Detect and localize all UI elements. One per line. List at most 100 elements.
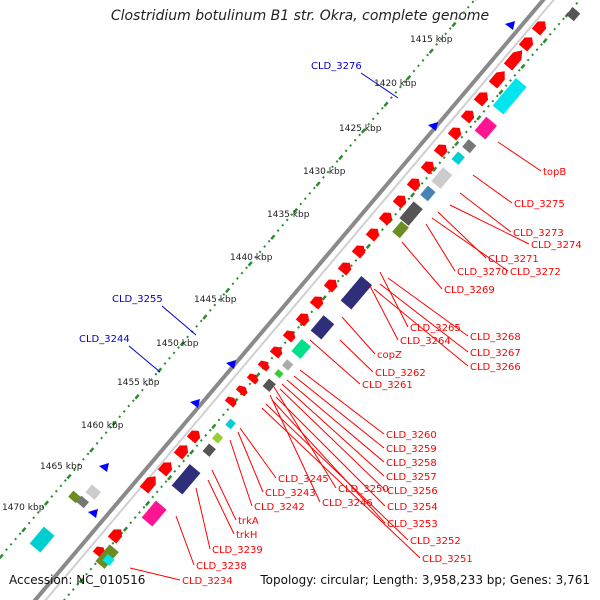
outer-tick-dot — [448, 27, 452, 30]
inner-tick-dot — [557, 22, 561, 26]
gene-label: CLD_3246 — [322, 498, 373, 509]
outer-tick-dot — [9, 542, 13, 546]
inner-tick-dot — [562, 17, 565, 21]
outer-tick-dot — [18, 532, 22, 536]
inner-tick-dot — [142, 505, 146, 509]
outer-tick-dot — [303, 197, 307, 201]
gene-label: copZ — [377, 350, 402, 361]
inner-tick-dot — [438, 161, 442, 165]
outer-tick-dot — [240, 271, 244, 275]
label-leader-line — [207, 479, 235, 535]
inner-tick-dot — [487, 104, 490, 108]
inner-tick-dot — [160, 485, 163, 489]
scale-label: 1460 kbp — [81, 421, 124, 431]
inner-tick-dot — [208, 428, 212, 432]
inner-tick-dot — [354, 259, 358, 262]
inner-tick-dot — [409, 192, 416, 198]
gene-label: CLD_3258 — [386, 458, 437, 469]
outer-tick-dot — [177, 346, 180, 349]
inner-tick-dot — [526, 58, 530, 62]
outer-tick-dot — [326, 170, 330, 174]
gene-block — [431, 167, 453, 189]
forward-gene-arrow — [473, 92, 489, 107]
gene-label: CLD_3262 — [375, 368, 426, 379]
gene-label: CLD_3266 — [470, 362, 521, 373]
inner-tick-dot — [407, 197, 411, 201]
reverse-gene-arrow — [190, 399, 200, 408]
gene-label: CLD_3261 — [362, 380, 413, 391]
scale-label: 1435 kbp — [267, 210, 310, 220]
label-leader-line — [379, 283, 469, 353]
forward-gene-arrow — [447, 127, 462, 141]
outer-tick-dot — [466, 5, 470, 9]
label-leader-line — [237, 431, 264, 493]
inner-tick-dot — [469, 125, 473, 129]
outer-tick-dot — [86, 452, 90, 456]
outer-tick-dot — [131, 399, 135, 403]
inner-tick-dot — [199, 439, 203, 442]
forward-gene-arrow — [295, 313, 310, 327]
inner-tick-dot — [548, 32, 552, 36]
outer-tick-dot — [270, 234, 276, 240]
gene-label: CLD_3275 — [514, 199, 565, 210]
inner-tick-dot — [138, 511, 141, 514]
label-leader-line — [299, 369, 385, 435]
label-leader-line — [341, 316, 376, 355]
inner-tick-dot — [173, 469, 177, 473]
inner-tick-dot — [540, 43, 543, 46]
outer-tick-dot — [63, 479, 67, 482]
outer-tick-dot — [36, 511, 40, 514]
label-leader-line — [129, 567, 181, 581]
scale-label: 1420 kbp — [374, 79, 417, 89]
label-leader-line — [279, 388, 386, 491]
outer-tick-dot — [127, 404, 131, 408]
label-leader-line — [379, 271, 409, 328]
forward-gene-arrow — [186, 430, 201, 444]
inner-tick-dot — [504, 84, 508, 88]
gene-block — [202, 443, 216, 457]
inner-tick-dot — [381, 228, 384, 232]
outer-tick-dot — [140, 388, 144, 392]
gene-label: CLD_3256 — [387, 486, 438, 497]
forward-gene-arrow — [433, 144, 448, 158]
gene-label: CLD_3267 — [470, 348, 521, 359]
outer-tick-dot — [263, 245, 266, 248]
forward-gene-arrow — [503, 50, 523, 71]
gene-label: CLD_3239 — [212, 545, 263, 556]
outer-tick-dot — [82, 457, 85, 461]
outer-tick-dot — [457, 16, 461, 20]
forward-gene-arrow — [224, 396, 237, 408]
label-leader-line — [239, 427, 277, 479]
gene-block — [211, 432, 224, 444]
gene-block — [68, 490, 81, 504]
outer-tick-dot — [225, 287, 231, 294]
outer-tick-dot — [315, 181, 321, 187]
outer-tick-dot — [474, 0, 480, 1]
outer-tick-dot — [444, 32, 448, 36]
outer-tick-dot — [312, 186, 316, 190]
inner-tick-dot — [451, 145, 455, 149]
outer-tick-dot — [247, 261, 253, 267]
scale-label: 1470 kbp — [2, 503, 45, 513]
inner-tick-dot — [553, 27, 557, 31]
outer-tick-dot — [202, 314, 208, 320]
inner-tick-dot — [513, 73, 517, 77]
inner-tick-dot — [297, 325, 300, 329]
gene-label: CLD_3260 — [386, 430, 437, 441]
outer-tick-dot — [254, 255, 257, 259]
inner-tick-dot — [85, 572, 88, 576]
gene-block — [29, 526, 55, 553]
outer-tick-dot — [157, 367, 163, 373]
gene-label: CLD_3253 — [387, 519, 438, 530]
map-title: Clostridium botulinum B1 str. Okra, comp… — [110, 8, 490, 24]
inner-tick-dot — [341, 274, 345, 278]
reverse-gene-arrow — [88, 509, 98, 518]
inner-tick-dot — [195, 444, 199, 448]
outer-tick-dot — [27, 521, 31, 525]
forward-gene-arrow — [282, 330, 296, 343]
outer-tick-dot — [222, 293, 226, 296]
inner-tick-dot — [432, 166, 438, 172]
outer-tick-dot — [154, 372, 158, 376]
gene-block — [462, 139, 477, 154]
